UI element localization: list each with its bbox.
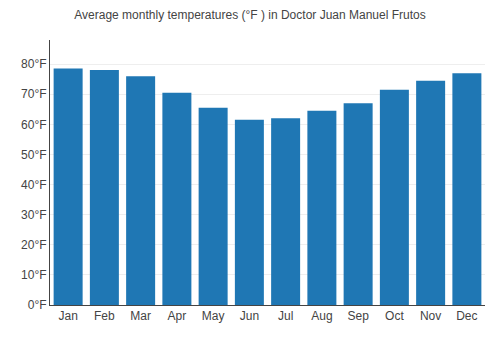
svg-text:40°F: 40°F bbox=[21, 178, 46, 192]
svg-text:Jan: Jan bbox=[58, 309, 77, 323]
svg-text:Aug: Aug bbox=[311, 309, 332, 323]
svg-text:Mar: Mar bbox=[130, 309, 151, 323]
svg-text:Jun: Jun bbox=[240, 309, 259, 323]
svg-text:Nov: Nov bbox=[420, 309, 441, 323]
svg-text:10°F: 10°F bbox=[21, 268, 46, 282]
svg-text:30°F: 30°F bbox=[21, 208, 46, 222]
svg-text:80°F: 80°F bbox=[21, 57, 46, 71]
svg-text:20°F: 20°F bbox=[21, 238, 46, 252]
svg-text:Apr: Apr bbox=[168, 309, 187, 323]
svg-text:Dec: Dec bbox=[456, 309, 477, 323]
svg-text:0°F: 0°F bbox=[28, 298, 47, 312]
svg-text:Average monthly temperatures (: Average monthly temperatures (°F ) in Do… bbox=[74, 8, 425, 22]
svg-text:60°F: 60°F bbox=[21, 118, 46, 132]
svg-text:Feb: Feb bbox=[94, 309, 115, 323]
svg-text:Jul: Jul bbox=[278, 309, 293, 323]
svg-text:Oct: Oct bbox=[385, 309, 404, 323]
svg-text:50°F: 50°F bbox=[21, 148, 46, 162]
svg-text:70°F: 70°F bbox=[21, 87, 46, 101]
svg-text:May: May bbox=[202, 309, 225, 323]
svg-text:Sep: Sep bbox=[347, 309, 369, 323]
